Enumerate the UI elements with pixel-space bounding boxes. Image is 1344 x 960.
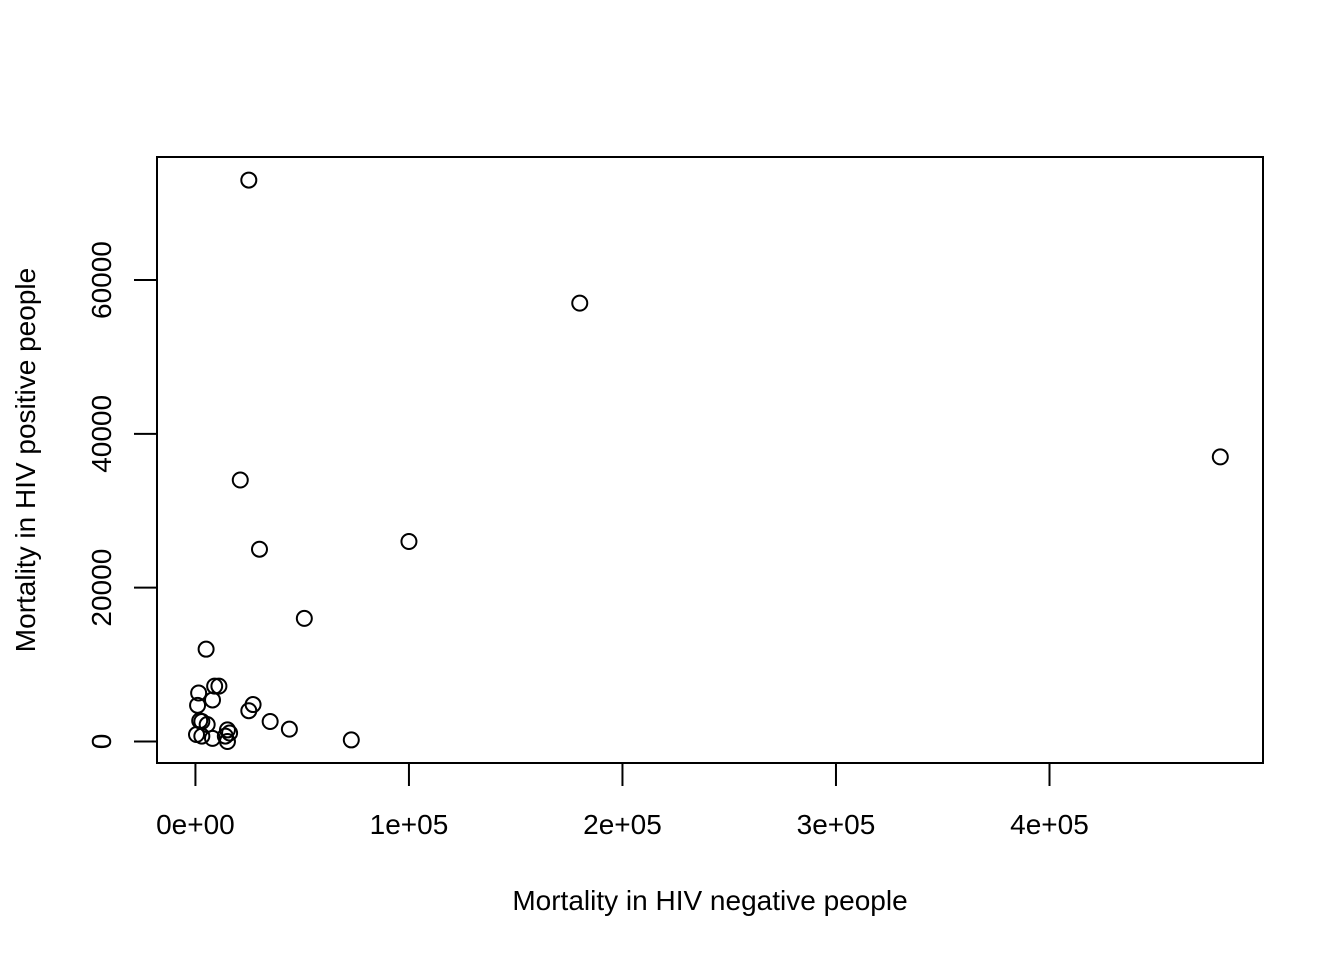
data-point — [190, 684, 208, 702]
data-point — [400, 533, 418, 551]
y-axis: 0 20000 40000 60000 — [86, 241, 158, 750]
y-tick-label: 0 — [86, 734, 117, 750]
x-axis-label: Mortality in HIV negative people — [512, 885, 907, 916]
x-tick-label: 3e+05 — [797, 809, 876, 840]
points-layer — [188, 171, 1229, 750]
data-point — [250, 540, 268, 558]
x-tick-label: 1e+05 — [370, 809, 449, 840]
y-tick-label: 20000 — [86, 549, 117, 627]
data-point — [193, 727, 211, 745]
data-point — [342, 731, 360, 749]
data-point — [571, 294, 589, 312]
data-point — [240, 171, 258, 189]
data-point — [221, 724, 239, 742]
data-point — [1211, 448, 1229, 466]
x-tick-label: 2e+05 — [583, 809, 662, 840]
plot-frame — [156, 156, 1264, 764]
x-axis: 0e+00 1e+05 2e+05 3e+05 4e+05 — [156, 762, 1089, 840]
data-point — [197, 640, 215, 658]
y-tick-label: 40000 — [86, 395, 117, 473]
data-point — [240, 702, 258, 720]
data-point — [280, 720, 298, 738]
data-point — [295, 609, 313, 627]
x-tick-label: 0e+00 — [156, 809, 235, 840]
data-point — [204, 691, 222, 709]
data-point — [210, 677, 228, 695]
y-axis-label: Mortality in HIV positive people — [10, 268, 41, 652]
data-point — [261, 712, 279, 730]
data-point — [218, 732, 236, 750]
data-point — [231, 471, 249, 489]
y-tick-label: 60000 — [86, 241, 117, 319]
x-tick-label: 4e+05 — [1010, 809, 1089, 840]
